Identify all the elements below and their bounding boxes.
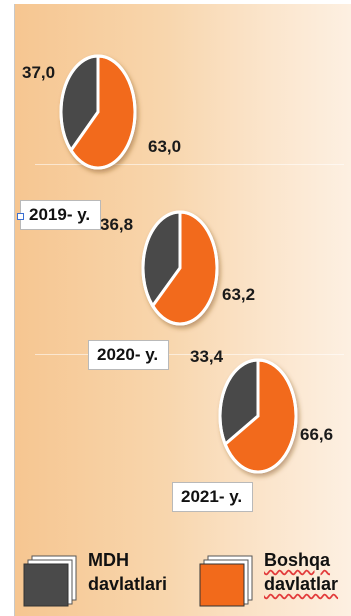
pie-rim <box>218 358 298 474</box>
data-label: 37,0 <box>22 63 55 82</box>
data-label: 63,0 <box>148 137 181 156</box>
year-label-2020: 2020- y. <box>88 340 170 370</box>
year-label-2021: 2021- y. <box>172 482 254 512</box>
pie-2 <box>141 210 219 326</box>
legend-label-line1: MDH <box>88 550 129 570</box>
selection-handle[interactable] <box>17 213 24 220</box>
year-label-text: 2019- y. <box>29 205 91 224</box>
gridline <box>35 164 344 165</box>
pie-rim <box>59 54 137 170</box>
gridline <box>35 354 344 355</box>
year-label-text: 2020- y. <box>97 345 159 364</box>
pie-3 <box>218 358 298 474</box>
data-label: 36,8 <box>100 215 133 234</box>
legend-swatch-mdh-icon <box>23 555 77 607</box>
data-label: 33,4 <box>190 347 224 366</box>
year-label-text: 2021- y. <box>181 487 243 506</box>
legend-label-boshqa: Boshqa davlatlar <box>264 548 338 596</box>
year-label-2019: 2019- y. <box>17 200 102 230</box>
data-label: 66,6 <box>300 425 333 444</box>
legend-label-line2: davlatlar <box>264 574 339 594</box>
pie-1 <box>59 54 137 170</box>
pie-rim <box>141 210 219 326</box>
data-label: 63,2 <box>222 285 255 304</box>
legend-label-line2: davlatlari <box>88 574 168 594</box>
legend-swatch-boshqa-icon <box>199 555 253 607</box>
legend-label-mdh: MDH davlatlari <box>88 548 167 596</box>
legend-label-line1: Boshqa <box>264 550 331 570</box>
